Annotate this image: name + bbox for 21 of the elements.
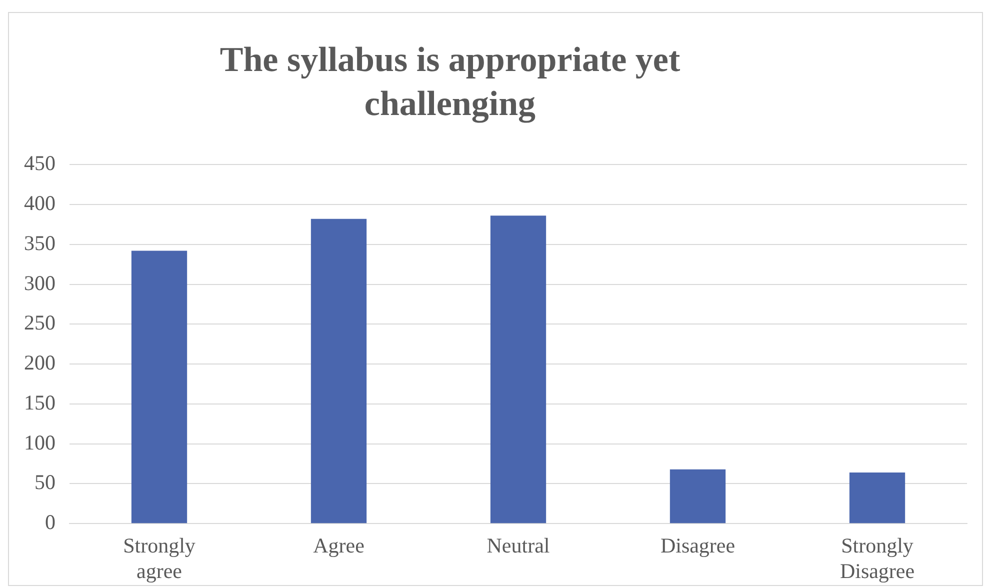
bar (310, 218, 367, 524)
y-tick-label: 400 (24, 191, 56, 216)
y-tick-label: 300 (24, 270, 56, 295)
x-tick-label: Neutral (486, 534, 550, 558)
bar (490, 216, 546, 524)
y-tick-label: 250 (24, 310, 56, 335)
y-tick-label: 100 (24, 430, 56, 454)
y-tick-label: 450 (24, 151, 56, 176)
y-tick-label: 350 (24, 230, 56, 255)
chart-title: The syllabus is appropriate yet challenging (218, 39, 682, 125)
bar (849, 472, 906, 524)
x-tick-label: Strongly Disagree (840, 534, 915, 583)
bar (670, 469, 726, 524)
y-tick-label: 0 (45, 510, 56, 534)
x-tick-label: Strongly agree (123, 534, 196, 583)
x-tick-label: Agree (313, 534, 364, 558)
y-tick-label: 50 (34, 470, 56, 494)
y-tick-label: 200 (24, 350, 56, 375)
bar (131, 250, 188, 524)
x-tick-label: Disagree (660, 534, 736, 558)
y-tick-label: 150 (24, 390, 56, 414)
